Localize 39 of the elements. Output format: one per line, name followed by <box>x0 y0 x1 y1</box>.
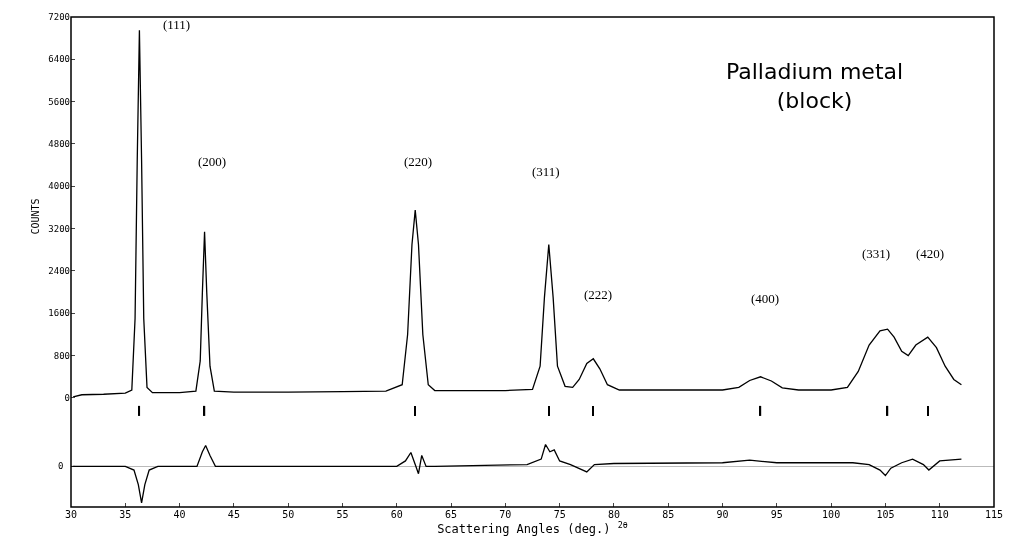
y-tick-label: 1600 <box>48 308 70 319</box>
annotation: (331) <box>862 246 891 261</box>
x-tick-label: 100 <box>822 509 841 520</box>
x-tick-label: 115 <box>984 509 1004 520</box>
y-tick-label: 0 <box>64 393 70 404</box>
x-tick-label: 35 <box>119 509 132 520</box>
x-tick-label: 105 <box>876 509 895 520</box>
y-axis-title: COUNTS <box>30 198 42 235</box>
x-tick-label: 75 <box>553 509 566 520</box>
x-tick-label: 55 <box>336 509 349 520</box>
x-axis-title: Scattering Angles (deg.) $^{2θ}$ <box>437 520 628 537</box>
annotation: (420) <box>916 246 945 261</box>
x-tick-label: 40 <box>173 509 186 520</box>
annotation: (220) <box>404 154 433 169</box>
x-tick-label: 80 <box>607 509 620 520</box>
annotation: (400) <box>751 291 780 306</box>
y-tick-label: 6400 <box>48 54 70 65</box>
y-tick-label: 800 <box>53 350 70 361</box>
x-tick-label: 110 <box>930 509 949 520</box>
annotation: (222) <box>584 287 613 302</box>
x-tick-label: 30 <box>64 509 78 520</box>
annotation: (200) <box>198 154 227 169</box>
y-tick-label: 7200 <box>48 12 70 23</box>
annotation: (311) <box>532 164 560 179</box>
y-tick-label: 5600 <box>48 96 70 107</box>
x-tick-label: 95 <box>770 509 783 520</box>
text: Palladium metal (block) <box>726 59 904 113</box>
x-tick-label: 65 <box>445 509 458 520</box>
y-tick-label: 4000 <box>48 181 70 192</box>
x-tick-label: 60 <box>390 509 403 520</box>
y-tick-label: 2400 <box>48 266 70 277</box>
x-tick-label: 45 <box>227 509 240 520</box>
annotation: (111) <box>163 17 191 32</box>
x-tick-label: 50 <box>282 509 295 520</box>
x-tick-label: 90 <box>716 509 729 520</box>
x-tick-label: 85 <box>662 509 675 520</box>
y-tick-label: 3200 <box>48 223 70 234</box>
y-tick-label: 4800 <box>48 139 70 150</box>
x-tick-label: 70 <box>499 509 512 520</box>
